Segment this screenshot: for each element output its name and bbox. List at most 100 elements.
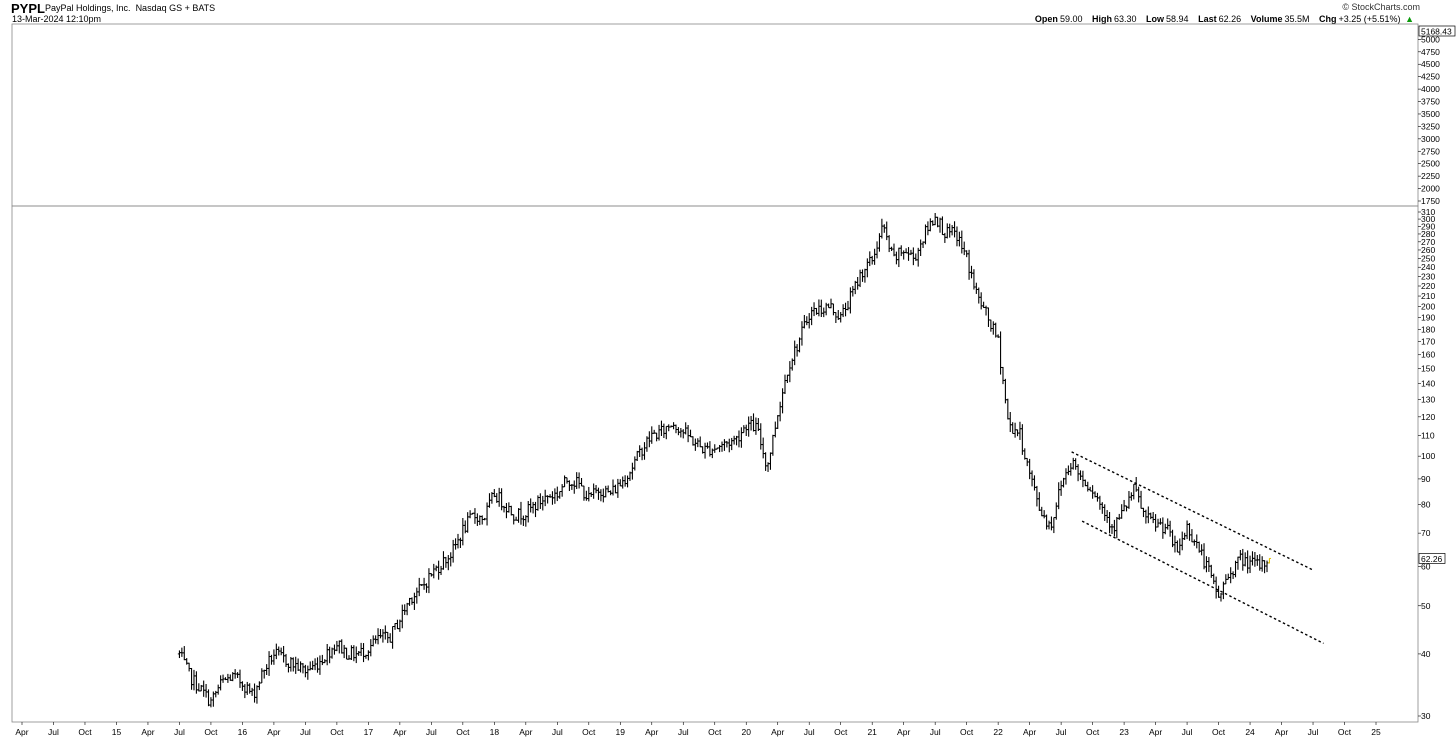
x-tick-label: Apr [771, 727, 784, 737]
x-tick-label: Apr [897, 727, 910, 737]
low-value: 58.94 [1166, 14, 1189, 24]
low-label: Low [1146, 14, 1165, 24]
x-tick-label: 23 [1119, 727, 1129, 737]
x-tick-label: Oct [834, 727, 848, 737]
x-tick-label: Jul [174, 727, 185, 737]
x-tick-label: Oct [582, 727, 596, 737]
upper-y-tick-label: 3250 [1421, 121, 1440, 131]
y-tick-label: 120 [1421, 412, 1435, 422]
company-name: PayPal Holdings, Inc. Nasdaq GS + BATS [45, 3, 215, 13]
y-tick-label: 170 [1421, 337, 1435, 347]
last-label: Last [1198, 14, 1217, 24]
y-tick-label: 90 [1421, 474, 1431, 484]
y-tick-label: 40 [1421, 649, 1431, 659]
y-tick-label: 210 [1421, 291, 1435, 301]
x-tick-label: Oct [1212, 727, 1226, 737]
x-axis: Apr Jul Oct 15 Apr Jul Oct 16 Apr Jul Oct 17 Apr Jul O… [15, 722, 1381, 737]
upper-y-tick-label: 3500 [1421, 109, 1440, 119]
chart-header: PYPL PayPal Holdings, Inc. Nasdaq GS + B… [0, 0, 1456, 24]
x-tick-label: Oct [204, 727, 218, 737]
y-tick-label: 150 [1421, 364, 1435, 374]
exchange-name: Nasdaq GS + BATS [135, 3, 216, 13]
x-tick-label: Oct [78, 727, 92, 737]
x-tick-label: 24 [1245, 727, 1255, 737]
upper-y-tick-label: 2000 [1421, 184, 1440, 194]
upper-panel: 5000 4750 4500 4250 4000 3750 3500 3250 3000 2750… [11, 23, 1456, 207]
x-tick-label: 20 [742, 727, 752, 737]
x-tick-label: 16 [238, 727, 248, 737]
channel-lower-trendline [1081, 520, 1324, 645]
y-tick-label: 30 [1421, 711, 1431, 721]
x-tick-label: Oct [1338, 727, 1352, 737]
y-tick-label: 180 [1421, 324, 1435, 334]
upper-y-tick-label: 4500 [1421, 59, 1440, 69]
x-tick-label: 19 [616, 727, 626, 737]
x-tick-label: Apr [1023, 727, 1036, 737]
stockcharts-credit: © StockCharts.com [1342, 2, 1420, 12]
y-tick-label: 130 [1421, 395, 1435, 405]
quote-strip: Open 59.00 High 63.30 Low 58.94 Last 62.26 V… [1028, 14, 1414, 24]
y-tick-label: 160 [1421, 350, 1435, 360]
x-tick-label: Apr [141, 727, 154, 737]
x-tick-label: 15 [112, 727, 122, 737]
x-tick-label: Jul [1182, 727, 1193, 737]
upper-y-tick-label: 2750 [1421, 146, 1440, 156]
last-price-flag [1418, 553, 1446, 564]
y-tick-label: 100 [1421, 451, 1435, 461]
y-tick-label: 200 [1421, 302, 1435, 312]
company-name-text: PayPal Holdings, Inc. [45, 3, 131, 13]
x-tick-label: Apr [267, 727, 280, 737]
upper-value-flag-label: 5168.43 [1421, 27, 1452, 37]
x-tick-label: Jul [930, 727, 941, 737]
x-tick-label: Jul [1308, 727, 1319, 737]
open-value: 59.00 [1059, 14, 1083, 24]
upper-y-tick-label: 2500 [1421, 159, 1440, 169]
upper-y-tick-label: 4250 [1421, 72, 1440, 82]
y-tick-label: 230 [1421, 271, 1435, 281]
x-tick-label: 25 [1371, 727, 1381, 737]
last-price-flag-label: 62.26 [1421, 554, 1443, 564]
y-tick-label: 250 [1421, 253, 1435, 263]
y-tick-label: 220 [1421, 281, 1435, 291]
upper-y-tick-label: 4750 [1421, 47, 1440, 57]
chg-label: Chg [1319, 14, 1337, 24]
upper-y-tick-label: 4000 [1421, 84, 1440, 94]
x-tick-label: Apr [1149, 727, 1162, 737]
upper-y-tick-label: 5000 [1421, 34, 1440, 44]
x-tick-label: 21 [867, 727, 877, 737]
y-tick-label: 270 [1421, 237, 1435, 247]
x-tick-label: Oct [960, 727, 974, 737]
channel-upper-trendline [1071, 451, 1314, 571]
price-series [177, 212, 1272, 708]
high-value: 63.30 [1113, 14, 1137, 24]
x-tick-label: 22 [993, 727, 1003, 737]
x-tick-label: Apr [393, 727, 406, 737]
x-tick-label: Oct [456, 727, 470, 737]
x-tick-label: Jul [1056, 727, 1067, 737]
x-tick-label: 18 [490, 727, 500, 737]
y-tick-label: 290 [1421, 221, 1435, 231]
y-tick-label: 310 [1421, 207, 1435, 217]
open-label: Open [1034, 14, 1058, 24]
y-tick-label: 110 [1421, 431, 1435, 441]
x-tick-label: Jul [678, 727, 689, 737]
x-tick-label: Oct [330, 727, 344, 737]
volume-label: Volume [1250, 14, 1283, 24]
x-tick-label: Jul [48, 727, 59, 737]
main-panel-frame [11, 205, 1419, 723]
chart-datetime: 13-Mar-2024 12:10pm [12, 14, 102, 24]
y-tick-label: 50 [1421, 601, 1431, 611]
upper-y-tick-label: 1750 [1421, 196, 1440, 206]
x-tick-label: Apr [1275, 727, 1288, 737]
last-value: 62.26 [1218, 14, 1242, 24]
y-tick-label: 240 [1421, 262, 1435, 272]
y-tick-label: 260 [1421, 245, 1435, 255]
chg-value: +3.25 (+5.51%) [1338, 14, 1401, 24]
y-tick-label: 60 [1421, 561, 1431, 571]
main-panel: 3103002902802702602502402302202102001901… [11, 205, 1446, 723]
x-tick-label: Oct [708, 727, 722, 737]
chg-up-arrow-icon: ▲ [1405, 14, 1414, 24]
y-tick-label: 300 [1421, 214, 1435, 224]
upper-y-tick-label: 3750 [1421, 97, 1440, 107]
